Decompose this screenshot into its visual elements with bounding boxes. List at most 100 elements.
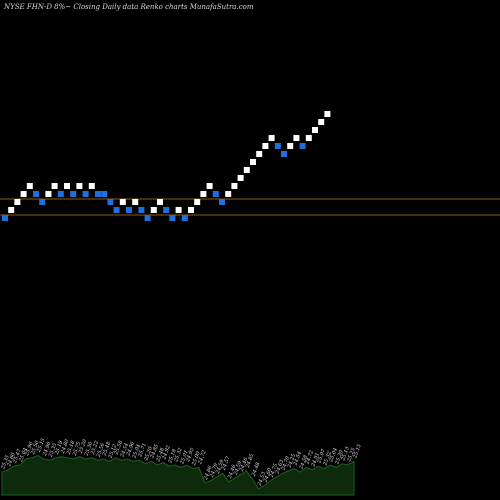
- volume-label: 25.22: [89, 440, 100, 456]
- renko-brick-up: [206, 183, 213, 189]
- volume-label: 24.57: [221, 455, 232, 472]
- volume-label: 24.92: [161, 445, 172, 461]
- volume-label: 25.15: [36, 438, 47, 454]
- volume-label: 24.46: [227, 463, 238, 480]
- renko-brick-up: [287, 143, 294, 149]
- volume-label: 24.75: [268, 463, 279, 479]
- volume-label: 24.80: [6, 451, 17, 468]
- volume-label: 25.47: [12, 448, 23, 465]
- volume-label: 24.58: [298, 454, 309, 470]
- renko-brick-up: [175, 207, 182, 213]
- renko-brick-up: [225, 191, 232, 197]
- volume-label: 25.01: [179, 450, 190, 466]
- volume-label: 24.59: [215, 458, 226, 475]
- volume-label: 25.13: [340, 446, 351, 462]
- renko-brick-up: [132, 199, 139, 205]
- volume-label: 25.19: [54, 439, 65, 456]
- volume-label: 25.04: [131, 444, 142, 460]
- volume-label: 24.90: [42, 440, 53, 457]
- volume-label: 24.91: [310, 452, 321, 468]
- renko-brick-up: [237, 175, 244, 181]
- renko-brick-down: [101, 191, 108, 197]
- renko-brick-up: [20, 191, 27, 197]
- volume-label: 24.86: [203, 464, 214, 481]
- volume-labels: 25.3524.8025.4725.0425.9625.5025.1524.90…: [0, 438, 363, 488]
- renko-brick-down: [2, 215, 8, 221]
- volume-label: 25.15: [352, 444, 363, 460]
- renko-brick-down: [212, 191, 219, 197]
- volume-label: 24.85: [244, 453, 255, 469]
- volume-label: 25.96: [24, 440, 35, 457]
- renko-brick-up: [293, 135, 300, 141]
- renko-brick-up: [200, 191, 207, 197]
- renko-brick-down: [219, 199, 225, 205]
- volume-label: 25.56: [95, 442, 106, 459]
- reference-lines: [0, 198, 500, 216]
- volume-label: 25.18: [167, 448, 178, 464]
- renko-brick-down: [163, 207, 170, 213]
- renko-brick-down: [107, 199, 114, 205]
- volume-label: 25.58: [113, 440, 124, 456]
- renko-brick-down: [144, 215, 151, 221]
- renko-brick-up: [312, 127, 318, 133]
- renko-brick-down: [82, 191, 89, 197]
- volume-label: 25.12: [107, 444, 118, 460]
- renko-brick-up: [262, 143, 269, 149]
- renko-brick-down: [57, 191, 64, 197]
- volume-label: 24.46: [238, 456, 249, 473]
- renko-brick-up: [188, 207, 194, 213]
- renko-brick-up: [243, 167, 250, 173]
- renko-brick-up: [119, 199, 126, 205]
- volume-label: 24.72: [197, 450, 208, 466]
- renko-brick-up: [157, 199, 163, 205]
- renko-brick-down: [33, 191, 39, 197]
- renko-brick-up: [231, 183, 238, 189]
- renko-brick-up: [305, 135, 312, 141]
- volume-label: 24.80: [60, 438, 71, 455]
- volume-label: 25.00: [191, 450, 202, 467]
- volume-label: 24.48: [250, 462, 261, 478]
- volume-label: 24.54: [292, 451, 303, 467]
- volume-area: [1, 454, 355, 496]
- volume-label: 24.79: [209, 462, 220, 479]
- renko-brick-up: [194, 199, 201, 205]
- volume-label: 25.50: [30, 439, 41, 456]
- renko-brick-down: [138, 207, 145, 213]
- volume-panel: [1, 454, 355, 496]
- volume-label: 24.95: [185, 447, 196, 463]
- volume-label: 25.18: [65, 440, 76, 456]
- volume-label: 25.20: [334, 449, 345, 466]
- renko-brick-up: [14, 199, 21, 205]
- renko-brick-up: [88, 183, 95, 189]
- volume-label: 25.04: [328, 447, 339, 463]
- renko-brick-down: [181, 215, 188, 221]
- volume-label: 25.48: [101, 441, 112, 457]
- renko-brick-up: [318, 119, 325, 125]
- renko-brick-up: [76, 183, 83, 189]
- volume-label: 24.72: [304, 450, 315, 466]
- renko-brick-down: [70, 191, 77, 197]
- renko-brick-down: [126, 207, 132, 213]
- volume-label: 25.30: [83, 440, 94, 457]
- volume-label: 25.32: [173, 447, 184, 463]
- volume-label: 24.60: [262, 467, 273, 484]
- chart-title: NYSE FHN-D 8%~ Closing Daily data Renko …: [3, 3, 254, 11]
- renko-brick-up: [268, 135, 275, 141]
- volume-label: 25.20: [77, 438, 88, 455]
- renko-brick-down: [274, 143, 281, 149]
- volume-label: 24.54: [119, 442, 130, 458]
- renko-brick-up: [250, 159, 256, 165]
- volume-label: 25.25: [346, 447, 357, 463]
- renko-bricks: [2, 111, 331, 221]
- renko-brick-down: [113, 207, 120, 213]
- volume-label: 24.96: [125, 440, 136, 457]
- volume-label: 24.59: [233, 460, 244, 477]
- volume-label: 25.35: [0, 454, 11, 470]
- volume-label: 24.85: [149, 444, 160, 460]
- renko-brick-up: [324, 111, 331, 117]
- volume-label: 25.32: [322, 451, 333, 467]
- volume-label: 24.70: [280, 455, 291, 472]
- volume-label: 24.53: [256, 471, 267, 487]
- volume-label: 25.48: [155, 447, 166, 463]
